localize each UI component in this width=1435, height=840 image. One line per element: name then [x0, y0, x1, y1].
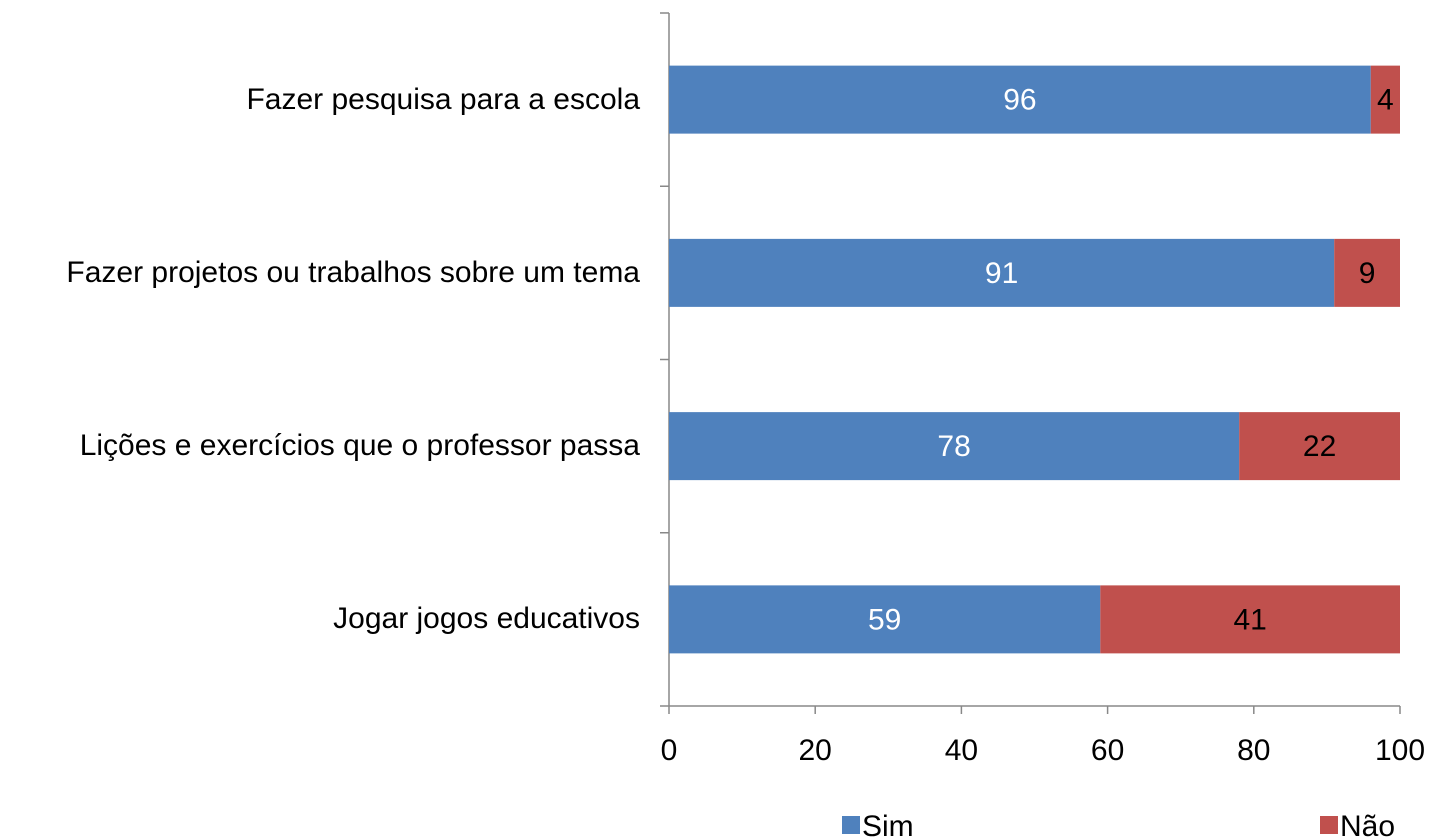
- bar-segment: [669, 585, 1101, 654]
- legend-label: Sim: [862, 810, 914, 840]
- x-tick-label: 20: [799, 734, 832, 767]
- legend-swatch: [842, 816, 860, 834]
- data-label: 9: [1359, 257, 1376, 290]
- x-tick-label: 40: [945, 734, 978, 767]
- data-label: 96: [1003, 84, 1036, 117]
- category-text: Lições e exercícios que o professor pass…: [79, 429, 640, 463]
- bar-segment: [669, 412, 1240, 481]
- category-label: Fazer pesquisa para a escola: [20, 82, 640, 118]
- x-tick-label: 100: [1375, 734, 1425, 767]
- category-label: Jogar jogos educativos: [20, 601, 640, 637]
- category-text: Jogar jogos educativos: [333, 602, 640, 636]
- legend-label: Não: [1340, 810, 1395, 840]
- data-label: 78: [937, 430, 970, 463]
- bar-segment: [1239, 412, 1400, 481]
- category-text: Fazer projetos ou trabalhos sobre um tem…: [66, 255, 640, 289]
- category-text: Fazer pesquisa para a escola: [246, 82, 640, 116]
- bar-segment: [669, 238, 1335, 307]
- category-label: Fazer projetos ou trabalhos sobre um tem…: [20, 255, 640, 291]
- data-label: 59: [868, 603, 901, 636]
- bar-segment: [1370, 65, 1400, 134]
- x-tick-label: 0: [661, 734, 678, 767]
- legend-swatch: [1320, 816, 1338, 834]
- category-label: Lições e exercícios que o professor pass…: [20, 428, 640, 464]
- x-tick-label: 80: [1237, 734, 1270, 767]
- bar-segment: [1334, 238, 1400, 307]
- bar-segment: [1100, 585, 1400, 654]
- data-label: 4: [1377, 84, 1394, 117]
- bar-segment: [669, 65, 1371, 134]
- x-tick-label: 60: [1091, 734, 1124, 767]
- data-label: 22: [1303, 430, 1336, 463]
- data-label: 91: [985, 257, 1018, 290]
- data-label: 41: [1233, 603, 1266, 636]
